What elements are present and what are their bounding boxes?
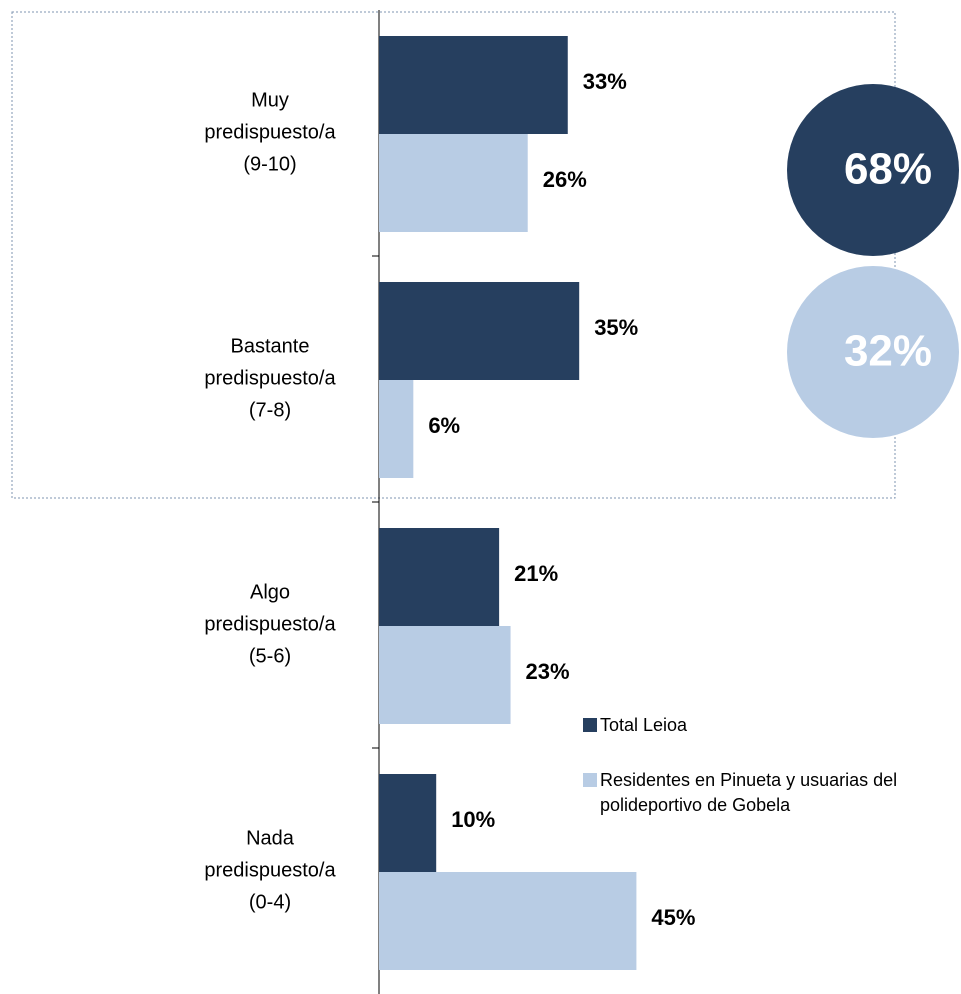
bar <box>379 380 414 478</box>
highlight-box <box>11 11 896 499</box>
legend-swatch <box>583 773 597 787</box>
value-label: 33% <box>583 69 627 94</box>
bar <box>379 134 528 232</box>
legend-label: Total Leioa <box>600 715 688 735</box>
legend-entry: Residentes en Pinueta y usuarias del pol… <box>583 770 900 818</box>
value-label: 21% <box>514 561 558 586</box>
bar <box>379 774 437 872</box>
category-label: Muy <box>251 89 289 111</box>
category-label: (5-6) <box>249 645 291 667</box>
category-label: (0-4) <box>249 891 291 913</box>
legend-entry: Total Leioa <box>583 715 900 738</box>
bar <box>379 36 568 134</box>
category-label: predispuesto/a <box>204 613 336 635</box>
legend-label: Residentes en Pinueta y usuarias del pol… <box>600 770 898 815</box>
bar <box>379 528 500 626</box>
legend-swatch <box>583 718 597 732</box>
category-label: Nada <box>246 827 295 849</box>
value-label: 10% <box>451 807 495 832</box>
category-label: predispuesto/a <box>204 367 336 389</box>
value-label: 45% <box>651 905 695 930</box>
category-label: (7-8) <box>249 399 291 421</box>
annotation-label: 68% <box>844 145 932 194</box>
category-label: predispuesto/a <box>204 121 336 143</box>
value-label: 26% <box>543 167 587 192</box>
value-label: 6% <box>428 413 460 438</box>
bar <box>379 626 511 724</box>
category-label: predispuesto/a <box>204 859 336 881</box>
value-label: 23% <box>526 659 570 684</box>
category-label: Algo <box>250 581 290 603</box>
value-label: 35% <box>594 315 638 340</box>
category-label: Bastante <box>231 335 310 357</box>
category-label: (9-10) <box>243 153 296 175</box>
annotation-label: 32% <box>844 327 932 376</box>
bar <box>379 872 637 970</box>
annotation-bubble <box>787 84 959 256</box>
annotation-bubble <box>787 266 959 438</box>
bar <box>379 282 580 380</box>
